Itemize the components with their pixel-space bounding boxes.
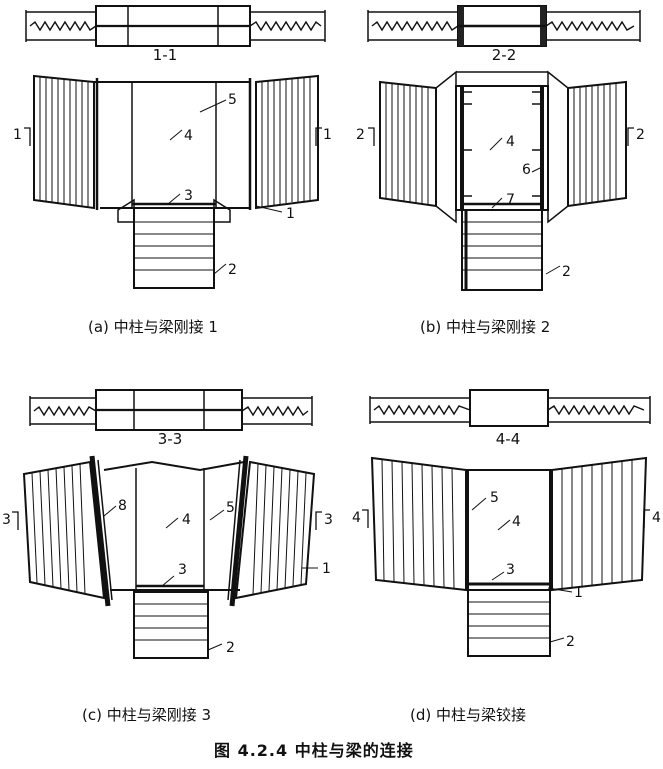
column-b <box>455 71 549 211</box>
caption-c: (c) 中柱与梁刚接 3 <box>82 706 212 724</box>
panel-d: 4-4 4 <box>352 389 661 657</box>
callout-b-4: 4 <box>506 134 515 150</box>
callout-d-5: 5 <box>490 490 499 506</box>
right-beam-b <box>547 70 627 224</box>
caption-a: (a) 中柱与梁刚接 1 <box>88 318 218 336</box>
right-beam-a <box>248 74 319 210</box>
cut-mark-left-c: 3 <box>2 511 19 530</box>
callout-b-7: 7 <box>506 192 515 208</box>
callout-a-4: 4 <box>184 128 193 144</box>
callout-a-2: 2 <box>228 262 237 278</box>
cut-label-right-c: 3 <box>324 512 333 528</box>
section-label-a: 1-1 <box>153 46 178 64</box>
section-strip-c <box>29 389 313 431</box>
section-strip-b <box>367 5 641 47</box>
cut-label-left-b: 2 <box>356 127 365 143</box>
callout-c-8: 8 <box>118 498 127 514</box>
cut-mark-right-a: 1 <box>315 127 332 146</box>
callout-c-3: 3 <box>178 562 187 578</box>
callout-c-5: 5 <box>226 500 235 516</box>
cut-label-right-a: 1 <box>323 127 332 143</box>
callout-d-1: 1 <box>574 585 583 601</box>
column-a <box>100 81 250 209</box>
left-beam-b <box>379 70 457 224</box>
callout-a-5: 5 <box>228 92 237 108</box>
section-strip-a <box>25 5 326 47</box>
callout-c-4: 4 <box>182 512 191 528</box>
callout-d-3: 3 <box>506 562 515 578</box>
cut-label-left-c: 3 <box>2 512 11 528</box>
caption-d: (d) 中柱与梁铰接 <box>410 706 526 724</box>
column-c <box>103 460 245 591</box>
column-d <box>466 469 552 590</box>
left-beam-c <box>22 455 113 607</box>
cut-mark-left-a: 1 <box>13 127 31 146</box>
right-beam-d <box>551 456 648 592</box>
left-beam-a <box>33 74 100 210</box>
cut-label-right-b: 2 <box>636 127 645 143</box>
panel-a: 1-1 <box>13 5 332 289</box>
callout-b-2: 2 <box>562 264 571 280</box>
section-label-c: 3-3 <box>158 430 183 448</box>
right-beam-c <box>227 455 316 607</box>
callout-a-1: 1 <box>286 206 295 222</box>
panel-b: 2-2 <box>356 5 645 291</box>
cut-label-left-a: 1 <box>13 127 22 143</box>
figure-title: 图 4.2.4 中柱与梁的连接 <box>214 741 414 760</box>
bottom-beam-b <box>461 209 543 291</box>
section-label-d: 4-4 <box>496 430 521 448</box>
callout-b-6: 6 <box>522 162 531 178</box>
callout-c-1: 1 <box>322 561 331 577</box>
callout-c-2: 2 <box>226 640 235 656</box>
section-label-b: 2-2 <box>492 46 517 64</box>
cut-label-right-d: 4 <box>652 510 661 526</box>
bottom-beam-d <box>467 589 551 657</box>
bottom-beam-c <box>133 591 209 659</box>
caption-b: (b) 中柱与梁刚接 2 <box>420 318 551 336</box>
cut-mark-right-c: 3 <box>315 511 333 530</box>
bottom-beam-a <box>117 198 231 289</box>
callout-a-3: 3 <box>184 188 193 204</box>
section-strip-d <box>369 389 651 427</box>
callout-d-2: 2 <box>566 634 575 650</box>
cut-mark-right-b: 2 <box>627 127 645 146</box>
panel-c: 3-3 <box>2 389 333 659</box>
callout-d-4: 4 <box>512 514 521 530</box>
cut-label-left-d: 4 <box>352 510 361 526</box>
cut-mark-right-d: 4 <box>643 509 661 528</box>
cut-mark-left-d: 4 <box>352 509 369 528</box>
cut-mark-left-b: 2 <box>356 127 375 146</box>
left-beam-d <box>370 456 467 592</box>
